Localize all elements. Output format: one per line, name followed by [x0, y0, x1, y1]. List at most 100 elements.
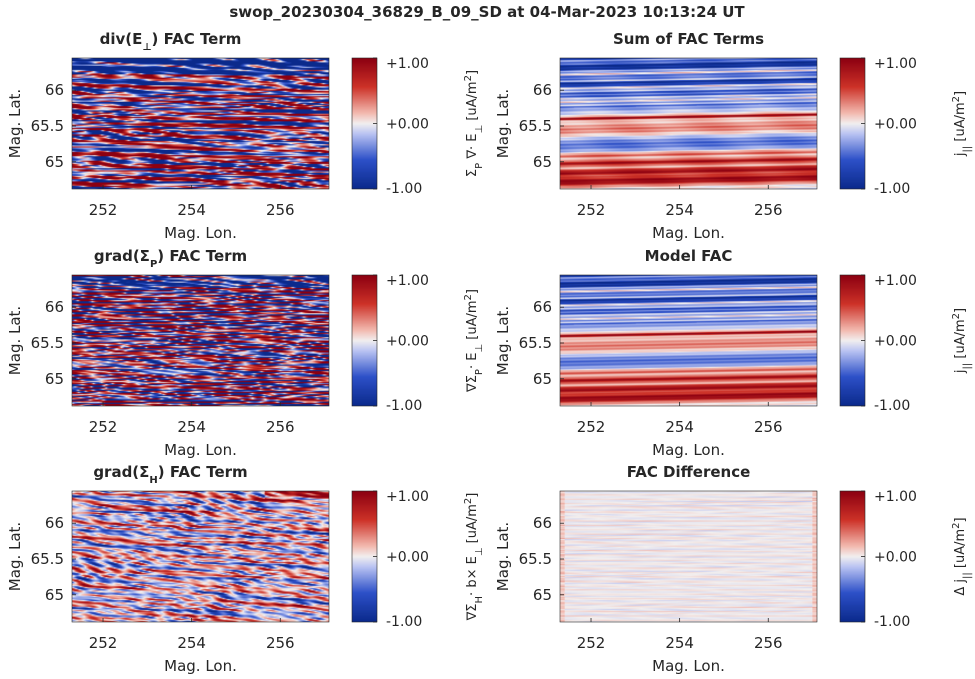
y-tick-label: 65.5 [31, 117, 64, 135]
colorbar [352, 58, 377, 189]
colorbar-tick-label: +0.00 [386, 117, 429, 133]
plot-frame [559, 490, 818, 623]
x-tick-label: 256 [754, 201, 783, 219]
colorbar-tick-label: +0.00 [874, 117, 917, 133]
colorbar [352, 491, 377, 622]
colorbar-tick-label: +1.00 [386, 489, 429, 505]
panel-title: FAC Difference [627, 463, 751, 481]
y-axis-label: Mag. Lat. [494, 89, 512, 158]
x-tick-label: 252 [577, 418, 606, 436]
heatmap-image [560, 275, 817, 406]
y-tick-label: 66 [45, 298, 64, 316]
panel-6: FAC Difference 252 254 256 65 65.5 66 Mag. Lon.… [494, 463, 973, 675]
x-tick-label: 254 [177, 201, 206, 219]
x-tick-label: 256 [266, 634, 295, 652]
colorbar-tick-label: -1.00 [874, 614, 910, 630]
panel-title: grad(ΣH) FAC Term [93, 463, 247, 486]
colorbar-tick-label: -1.00 [386, 614, 422, 630]
y-tick-label: 65 [45, 586, 64, 604]
y-tick-label: 66 [533, 514, 552, 532]
y-tick-label: 66 [533, 81, 552, 99]
x-tick-label: 256 [266, 418, 295, 436]
colorbar-tick-label: +1.00 [386, 273, 429, 289]
x-tick-label: 252 [577, 634, 606, 652]
panel-title: grad(ΣP) FAC Term [94, 247, 247, 270]
x-tick-label: 256 [754, 418, 783, 436]
y-axis-label: Mag. Lat. [6, 89, 24, 158]
x-tick-label: 254 [665, 418, 694, 436]
heatmap-image [560, 491, 817, 622]
figure-title: swop_20230304_36829_B_09_SD at 04-Mar-20… [229, 3, 745, 21]
colorbar-label: j|| [uA/m2] [951, 91, 973, 157]
panel-title: div(E⊥) FAC Term [100, 30, 242, 53]
x-axis-label: Mag. Lon. [164, 224, 237, 242]
x-tick-label: 256 [266, 201, 295, 219]
colorbar-tick-label: +0.00 [874, 550, 917, 566]
colorbar [840, 58, 865, 189]
y-tick-label: 65 [533, 153, 552, 171]
x-tick-label: 254 [665, 201, 694, 219]
colorbar-label: ΣP ∇· E⊥ [uA/m2] [463, 70, 485, 177]
y-axis-label: Mag. Lat. [494, 522, 512, 591]
colorbar-tick-label: +0.00 [386, 550, 429, 566]
x-tick-label: 254 [665, 634, 694, 652]
colorbar-tick-label: -1.00 [874, 398, 910, 414]
colorbar-label: ∇ΣH· b× E⊥ [uA/m2] [463, 493, 485, 622]
plot-frame [71, 490, 330, 623]
panel-title: Sum of FAC Terms [613, 30, 764, 48]
x-tick-label: 256 [754, 634, 783, 652]
y-tick-label: 65 [45, 370, 64, 388]
panel-3: grad(ΣP) FAC Term 252 254 256 65 65.5 66 Mag. L… [6, 247, 485, 459]
colorbar [840, 275, 865, 406]
heatmap-image [72, 275, 329, 406]
y-axis-label: Mag. Lat. [6, 306, 24, 375]
colorbar-tick-label: +0.00 [386, 334, 429, 350]
x-tick-label: 252 [89, 201, 118, 219]
y-tick-label: 65.5 [519, 334, 552, 352]
colorbar-tick-label: -1.00 [874, 181, 910, 197]
y-tick-label: 66 [45, 514, 64, 532]
panel-5: grad(ΣH) FAC Term 252 254 256 65 65.5 66 Mag. L… [6, 463, 485, 675]
colorbar-tick-label: +1.00 [874, 56, 917, 72]
y-axis-label: Mag. Lat. [494, 306, 512, 375]
x-tick-label: 252 [89, 418, 118, 436]
colorbar-tick-label: +0.00 [874, 334, 917, 350]
colorbar [840, 491, 865, 622]
y-tick-label: 65 [533, 370, 552, 388]
heatmap-image [72, 58, 329, 189]
x-axis-label: Mag. Lon. [652, 657, 725, 675]
colorbar-label: Δ j|| [uA/m2] [951, 517, 973, 595]
heatmap-image [72, 491, 329, 622]
x-axis-label: Mag. Lon. [164, 657, 237, 675]
y-tick-label: 65 [45, 153, 64, 171]
colorbar-tick-label: -1.00 [386, 181, 422, 197]
x-axis-label: Mag. Lon. [164, 441, 237, 459]
x-tick-label: 252 [89, 634, 118, 652]
x-axis-label: Mag. Lon. [652, 224, 725, 242]
x-tick-label: 254 [177, 634, 206, 652]
colorbar [352, 275, 377, 406]
heatmap-image [560, 58, 817, 189]
colorbar-tick-label: +1.00 [386, 56, 429, 72]
colorbar-label: ∇ΣP· E⊥ [uA/m2] [463, 289, 485, 393]
y-tick-label: 65.5 [31, 550, 64, 568]
panel-title: Model FAC [645, 247, 733, 265]
colorbar-tick-label: -1.00 [386, 398, 422, 414]
y-axis-label: Mag. Lat. [6, 522, 24, 591]
plot-frame [71, 57, 330, 190]
y-tick-label: 65.5 [31, 334, 64, 352]
panel-4: Model FAC 252 254 256 65 65.5 66 Mag. Lon. Mag. … [494, 247, 973, 459]
y-tick-label: 65.5 [519, 550, 552, 568]
colorbar-tick-label: +1.00 [874, 489, 917, 505]
plot-frame [71, 274, 330, 407]
panel-1: div(E⊥) FAC Term 252 254 256 65 65.5 66 Mag. Lo… [6, 30, 485, 242]
x-tick-label: 252 [577, 201, 606, 219]
panel-2: Sum of FAC Terms 252 254 256 65 65.5 66 Mag. Lo… [494, 30, 973, 242]
y-tick-label: 65 [533, 586, 552, 604]
colorbar-label: j|| [uA/m2] [951, 308, 973, 374]
x-axis-label: Mag. Lon. [652, 441, 725, 459]
y-tick-label: 66 [45, 81, 64, 99]
colorbar-tick-label: +1.00 [874, 273, 917, 289]
